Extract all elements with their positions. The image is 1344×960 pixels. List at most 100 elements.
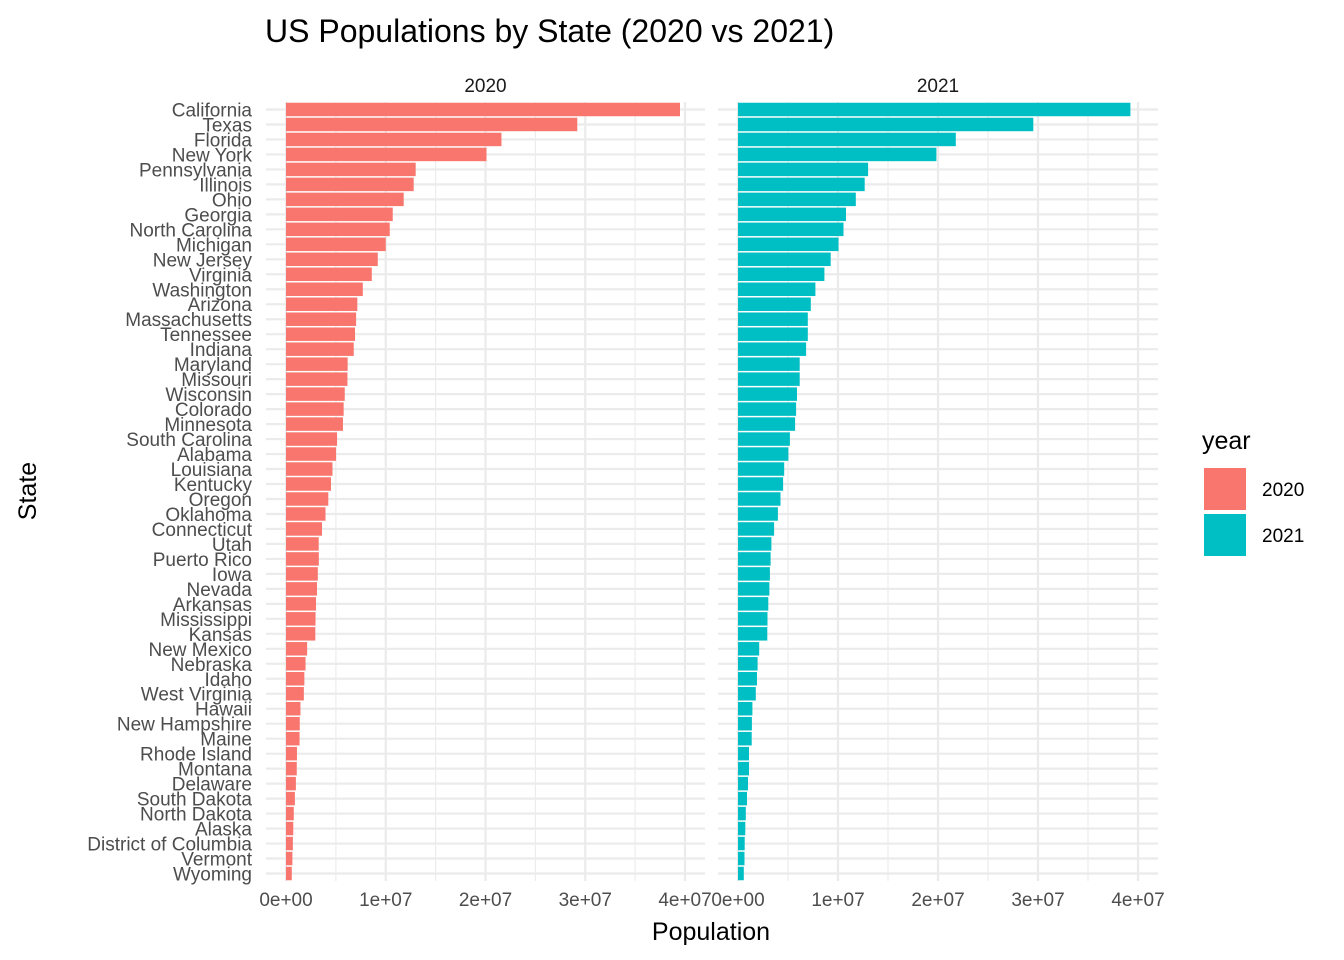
bar-2021-kentucky xyxy=(738,477,784,491)
bar-2020-oregon xyxy=(286,492,329,506)
bar-2020-maryland xyxy=(286,357,348,371)
bar-2020-south-dakota xyxy=(286,791,295,806)
bar-2020-south-carolina xyxy=(286,432,338,446)
y-tick-label: Oklahoma xyxy=(165,505,252,526)
x-tick-label: 4e+07 xyxy=(1111,890,1164,911)
y-tick-label: South Dakota xyxy=(137,790,253,811)
bar-2021-washington xyxy=(738,282,816,297)
y-tick-label: New Jersey xyxy=(153,250,253,271)
bar-2020-idaho xyxy=(286,672,305,686)
bar-2021-virginia xyxy=(738,267,825,282)
bar-2020-wisconsin xyxy=(286,387,345,401)
bar-2021-tennessee xyxy=(738,327,808,341)
bar-2021-alabama xyxy=(738,447,789,461)
bar-2020-massachusetts xyxy=(286,312,357,326)
legend-key-2021 xyxy=(1204,514,1246,556)
bar-2020-kentucky xyxy=(286,477,331,491)
bar-2021-mississippi xyxy=(738,612,768,626)
bar-2020-maine xyxy=(286,731,300,746)
bar-2021-hawaii xyxy=(738,701,753,716)
y-tick-label: New Mexico xyxy=(149,640,252,661)
bar-2021-delaware xyxy=(738,776,748,791)
bar-2021-arizona xyxy=(738,297,811,311)
bar-2020-new-hampshire xyxy=(286,716,300,731)
bar-2021-massachusetts xyxy=(738,312,808,326)
bar-2020-ohio xyxy=(286,192,404,207)
y-tick-label: West Virginia xyxy=(141,685,253,706)
bar-2021-nebraska xyxy=(738,657,758,671)
bar-2021-montana xyxy=(738,761,749,776)
facet-strip-label: 2021 xyxy=(917,76,959,97)
bar-2020-california xyxy=(286,102,681,117)
bar-2021-kansas xyxy=(738,627,768,641)
bar-2020-virginia xyxy=(286,267,372,282)
bar-2021-idaho xyxy=(738,672,757,686)
y-tick-label: Michigan xyxy=(176,235,252,256)
y-tick-label: Hawaii xyxy=(195,700,252,721)
legend: year 2020 2021 xyxy=(1202,427,1304,556)
y-axis-title: State xyxy=(14,462,42,520)
bar-2020-nevada xyxy=(286,582,318,596)
bar-2021-south-dakota xyxy=(738,791,747,806)
bar-2021-maryland xyxy=(738,357,800,371)
y-tick-label: California xyxy=(172,100,253,121)
bar-2021-rhode-island xyxy=(738,746,749,761)
y-tick-label: South Carolina xyxy=(126,430,252,451)
bar-2021-vermont xyxy=(738,851,745,866)
bar-2020-mississippi xyxy=(286,612,316,626)
bar-2020-new-mexico xyxy=(286,642,308,656)
bar-2020-north-carolina xyxy=(286,222,390,237)
y-tick-label: Alabama xyxy=(177,445,252,466)
x-tick-label: 2e+07 xyxy=(459,890,512,911)
y-tick-label: Kansas xyxy=(189,625,252,646)
bar-2020-florida xyxy=(286,132,502,147)
y-tick-label: Maryland xyxy=(174,355,252,376)
x-tick-label: 1e+07 xyxy=(359,890,412,911)
bar-2020-pennsylvania xyxy=(286,162,416,177)
facet-strip-label: 2020 xyxy=(464,76,506,97)
bar-2021-connecticut xyxy=(738,522,775,536)
facet-panel-2021: 2021 0e+00 1e+07 2e+07 3e+07 4e+07 xyxy=(711,76,1164,911)
bar-2021-ohio xyxy=(738,192,856,207)
y-tick-label: Massachusetts xyxy=(125,310,252,331)
x-tick-label: 2e+07 xyxy=(911,890,964,911)
bar-2020-alaska xyxy=(286,821,294,836)
y-tick-label: Wyoming xyxy=(173,865,252,886)
bar-2020-michigan xyxy=(286,237,386,252)
bar-2020-arkansas xyxy=(286,597,317,611)
bar-2020-kansas xyxy=(286,627,316,641)
x-tick-label: 4e+07 xyxy=(658,890,711,911)
bar-2020-oklahoma xyxy=(286,507,326,521)
bar-2021-georgia xyxy=(738,207,846,222)
bar-2021-minnesota xyxy=(738,417,796,431)
bar-2021-texas xyxy=(738,117,1034,132)
bar-2020-arizona xyxy=(286,297,358,311)
bar-2021-new-hampshire xyxy=(738,716,752,731)
x-tick-label: 0e+00 xyxy=(259,890,312,911)
bar-2020-new-jersey xyxy=(286,252,378,267)
y-tick-label: Connecticut xyxy=(152,520,253,541)
legend-key-2020 xyxy=(1204,468,1246,510)
bar-2020-north-dakota xyxy=(286,806,294,821)
y-tick-label: New York xyxy=(172,145,253,166)
y-tick-label: Utah xyxy=(212,535,252,556)
bar-2021-pennsylvania xyxy=(738,162,869,177)
bar-2020-iowa xyxy=(286,567,318,581)
legend-label: 2020 xyxy=(1262,480,1304,501)
y-tick-label: Virginia xyxy=(189,265,252,286)
y-tick-label: Iowa xyxy=(212,565,253,586)
bar-2020-alabama xyxy=(286,447,337,461)
bar-2020-indiana xyxy=(286,342,354,356)
bar-2020-wyoming xyxy=(286,866,292,881)
y-tick-label: New Hampshire xyxy=(117,715,252,736)
bar-2021-missouri xyxy=(738,372,800,386)
bar-2020-tennessee xyxy=(286,327,356,341)
y-tick-label: Delaware xyxy=(172,775,252,796)
y-tick-label: Mississippi xyxy=(160,610,252,631)
legend-title: year xyxy=(1202,427,1251,455)
y-tick-label: North Dakota xyxy=(140,805,252,826)
bar-2020-minnesota xyxy=(286,417,343,431)
legend-label: 2021 xyxy=(1262,526,1304,547)
y-tick-label: Rhode Island xyxy=(140,745,252,766)
y-tick-label: Montana xyxy=(178,760,252,781)
